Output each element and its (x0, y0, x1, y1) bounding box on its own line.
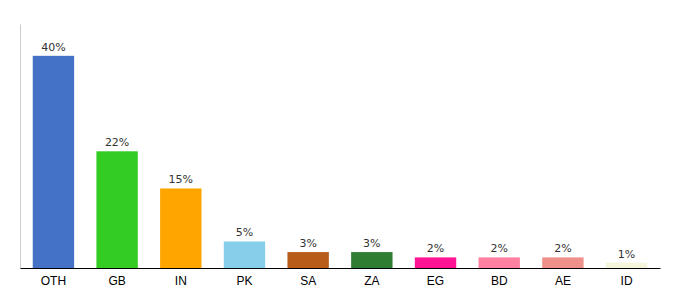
x-tick: EG (427, 268, 444, 288)
x-tick-label: SA (300, 274, 316, 288)
x-tick-label: IN (175, 274, 187, 288)
x-tick: BD (491, 268, 508, 288)
bar (606, 263, 647, 268)
data-label: 2% (490, 242, 507, 255)
data-label: 2% (554, 242, 571, 255)
bar (96, 151, 137, 268)
data-labels: 40% 22% 15% 5% 3% 3% 2% 2% 2% 1% (41, 41, 635, 261)
x-axis: OTH GB IN PK SA ZA EG BD AE ID (21, 268, 661, 288)
x-tick: OTH (41, 268, 66, 288)
x-axis-line (21, 268, 661, 269)
bar (351, 252, 392, 268)
bar (479, 257, 520, 268)
x-tick: ZA (364, 268, 379, 288)
y-axis (20, 25, 21, 269)
data-label: 22% (105, 136, 129, 149)
x-tick: SA (300, 268, 316, 288)
x-tick-label: EG (427, 274, 444, 288)
x-tick-label: ID (621, 274, 633, 288)
bar (160, 188, 201, 268)
data-label: 15% (169, 173, 193, 186)
bar (415, 257, 456, 268)
x-tick: GB (108, 268, 125, 288)
data-label: 1% (618, 248, 635, 261)
x-tick: PK (236, 268, 252, 288)
data-label: 2% (427, 242, 444, 255)
x-tick-label: BD (491, 274, 508, 288)
bar (224, 241, 265, 268)
bar (542, 257, 583, 268)
y-axis-line (20, 25, 21, 269)
data-label: 3% (299, 237, 316, 250)
x-tick-label: AE (555, 274, 571, 288)
x-tick-label: ZA (364, 274, 379, 288)
bars (33, 56, 648, 268)
x-tick-label: PK (236, 274, 252, 288)
bar (287, 252, 328, 268)
x-tick: ID (621, 268, 633, 288)
x-tick: AE (555, 268, 571, 288)
data-label: 3% (363, 237, 380, 250)
chart: 40% 22% 15% 5% 3% 3% 2% 2% 2% 1% OTH GB IN PK SA ZA EG BD… (0, 0, 680, 300)
plot: 40% 22% 15% 5% 3% 3% 2% 2% 2% 1% OTH GB IN PK SA ZA EG BD… (21, 25, 661, 288)
bar (33, 56, 74, 268)
x-tick-label: GB (108, 274, 125, 288)
x-tick: IN (175, 268, 187, 288)
x-tick-label: OTH (41, 274, 66, 288)
data-label: 40% (41, 41, 65, 54)
data-label: 5% (236, 226, 253, 239)
